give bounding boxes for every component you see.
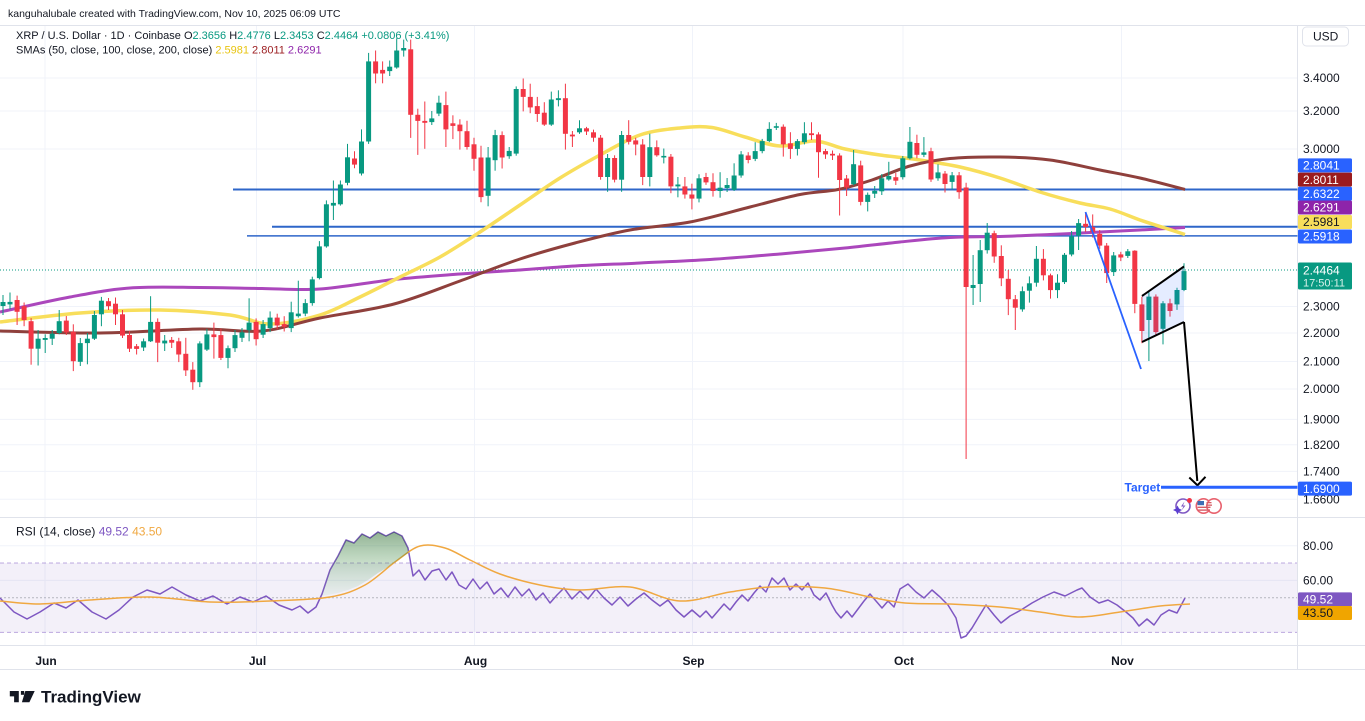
svg-text:Sep: Sep [682, 654, 704, 668]
svg-text:17:50:11: 17:50:11 [1303, 278, 1345, 290]
svg-text:2.6322: 2.6322 [1303, 187, 1340, 201]
svg-text:TradingView: TradingView [41, 688, 142, 707]
svg-text:2.1000: 2.1000 [1303, 355, 1340, 369]
svg-text:1.6600: 1.6600 [1303, 492, 1340, 506]
svg-text:3.2000: 3.2000 [1303, 104, 1340, 118]
svg-text:USD: USD [1313, 30, 1339, 44]
svg-text:43.50: 43.50 [1303, 606, 1333, 620]
svg-text:Jul: Jul [249, 654, 266, 668]
svg-text:Nov: Nov [1111, 654, 1134, 668]
svg-text:Jun: Jun [35, 654, 56, 668]
svg-text:3.0000: 3.0000 [1303, 142, 1340, 156]
svg-text:1.9000: 1.9000 [1303, 413, 1340, 427]
svg-text:49.52: 49.52 [1303, 593, 1333, 607]
svg-text:2.6291: 2.6291 [1303, 201, 1340, 215]
svg-text:RSI (14, close) 49.52 43.50: RSI (14, close) 49.52 43.50 [16, 525, 162, 539]
svg-text:Aug: Aug [464, 654, 487, 668]
svg-text:2.2000: 2.2000 [1303, 326, 1340, 340]
svg-text:1.6900: 1.6900 [1303, 482, 1340, 496]
svg-text:Oct: Oct [894, 654, 914, 668]
svg-text:2.8011: 2.8011 [1303, 173, 1339, 187]
svg-text:2.8041: 2.8041 [1303, 159, 1340, 173]
svg-text:kanguhalubale created with Tra: kanguhalubale created with TradingView.c… [8, 8, 341, 20]
svg-text:SMAs (50, close, 100, close, 2: SMAs (50, close, 100, close, 200, close)… [16, 45, 322, 57]
svg-text:2.4464: 2.4464 [1303, 264, 1340, 278]
svg-text:Target: Target [1125, 481, 1161, 495]
svg-text:60.00: 60.00 [1303, 574, 1333, 588]
svg-text:2.5981: 2.5981 [1303, 215, 1340, 229]
svg-text:2.5918: 2.5918 [1303, 230, 1340, 244]
svg-text:1.7400: 1.7400 [1303, 465, 1340, 479]
svg-text:XRP / U.S. Dollar · 1D · Coinb: XRP / U.S. Dollar · 1D · Coinbase O2.365… [16, 30, 449, 42]
svg-text:1.8200: 1.8200 [1303, 438, 1340, 452]
svg-text:80.00: 80.00 [1303, 539, 1333, 553]
svg-text:3.4000: 3.4000 [1303, 71, 1340, 85]
svg-text:2.0000: 2.0000 [1303, 382, 1340, 396]
svg-text:2.3000: 2.3000 [1303, 300, 1340, 314]
